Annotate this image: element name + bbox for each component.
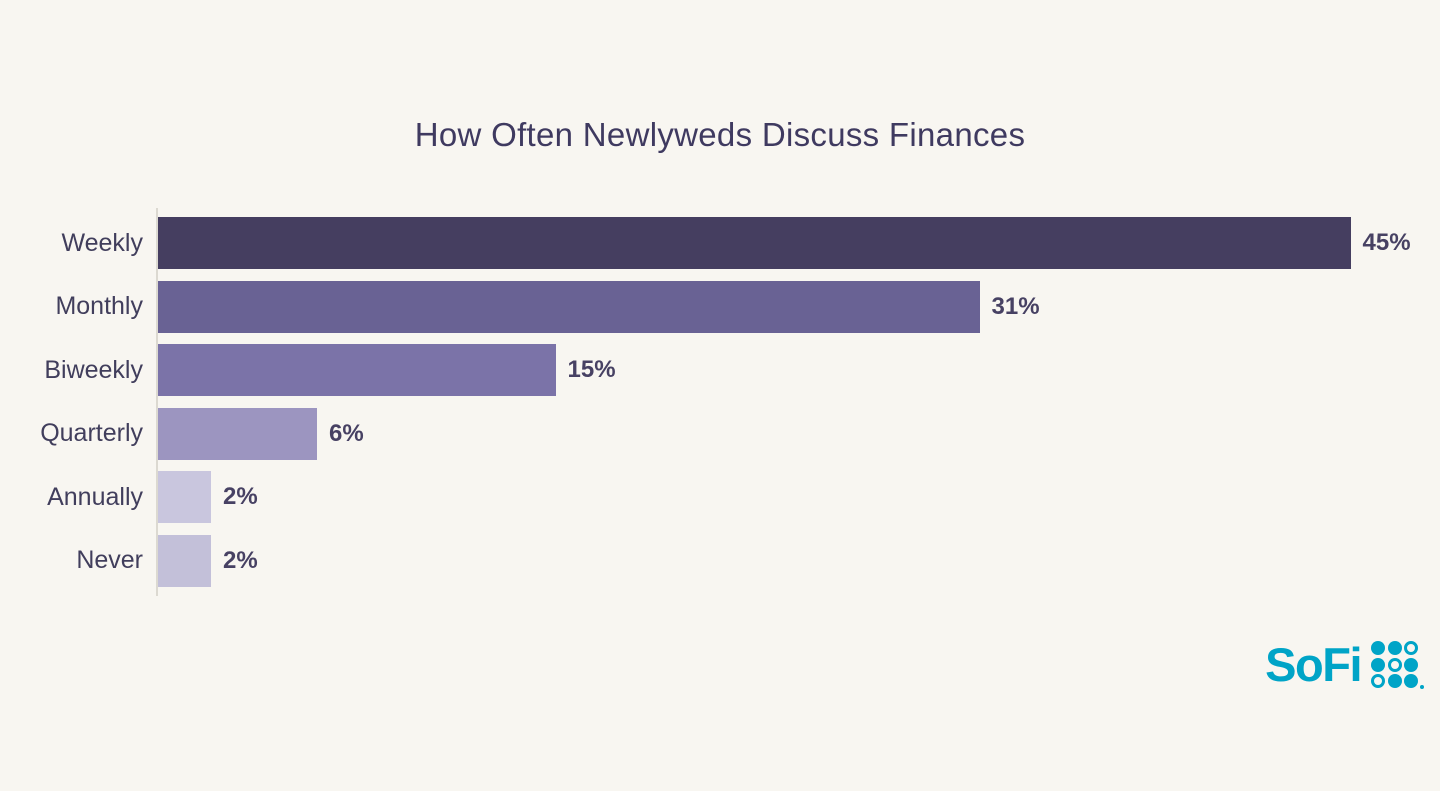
category-label: Monthly [55, 292, 143, 320]
bar-area: 31% [158, 280, 1040, 333]
category-label: Biweekly [44, 355, 143, 384]
sofi-logo: SoFi [1265, 638, 1424, 691]
chart-row-annually: Annually 2% [0, 471, 1440, 523]
category-label: Quarterly [40, 419, 143, 447]
filled-dot [1387, 641, 1402, 655]
bar-biweekly [158, 344, 556, 396]
filled-dot [1404, 674, 1418, 688]
category-label: Weekly [61, 228, 143, 257]
bar-chart-rows: Weekly 45% Monthly 31% Biweekly 15% Quarterly 6… [0, 217, 1440, 587]
value-label: 31% [991, 292, 1040, 320]
category-label: Annually [47, 482, 143, 511]
chart-title: How Often Newlyweds Discuss Finances [414, 116, 1026, 153]
value-label: 45% [1362, 229, 1411, 256]
chart-row-weekly: Weekly 45% [0, 217, 1440, 269]
filled-dot [1387, 674, 1402, 688]
sofi-wordmark: SoFi [1265, 638, 1362, 691]
bar-area: 15% [158, 344, 616, 396]
bar-area: 45% [158, 217, 1411, 269]
value-label: 6% [329, 419, 364, 447]
y-axis-line [156, 208, 158, 596]
value-label: 2% [223, 546, 258, 574]
bar-annually [158, 471, 211, 523]
filled-dot [1371, 657, 1385, 672]
bar-monthly [158, 280, 980, 333]
bar-area: 6% [158, 407, 364, 460]
open-dot [1404, 641, 1418, 655]
filled-dot [1404, 657, 1418, 672]
bar-quarterly [158, 407, 317, 460]
chart-row-never: Never 2% [0, 534, 1440, 587]
bar-weekly [158, 217, 1351, 269]
value-label: 15% [567, 356, 616, 383]
open-dot [1371, 674, 1385, 688]
bar-area: 2% [158, 534, 258, 587]
bar-area: 2% [158, 471, 258, 523]
sofi-dots-icon [1371, 641, 1424, 689]
filled-dot [1371, 641, 1385, 655]
category-label: Never [76, 546, 143, 574]
open-dot [1387, 657, 1402, 672]
trademark-dot [1420, 685, 1424, 689]
chart-row-quarterly: Quarterly 6% [0, 407, 1440, 460]
bar-chart: Weekly 45% Monthly 31% Biweekly 15% Quarterly 6… [0, 208, 1440, 596]
bar-never [158, 534, 211, 587]
value-label: 2% [223, 483, 258, 510]
chart-row-monthly: Monthly 31% [0, 280, 1440, 333]
chart-row-biweekly: Biweekly 15% [0, 344, 1440, 396]
